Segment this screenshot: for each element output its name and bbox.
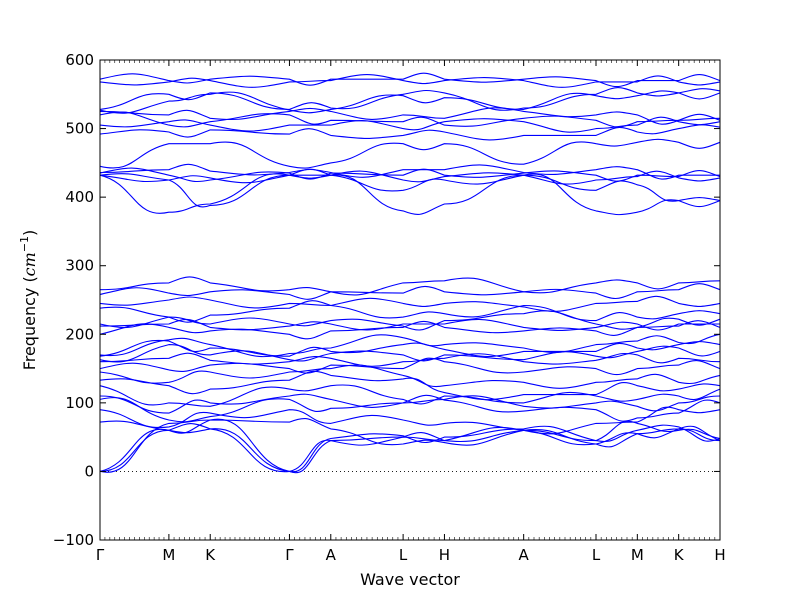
phonon-branch xyxy=(99,168,721,208)
y-axis-ticks: −100 0 100 200 300 400 500 600 xyxy=(53,51,720,549)
x-tick-label: K xyxy=(674,546,685,564)
x-tick-label: M xyxy=(162,546,175,564)
y-tick-label: 200 xyxy=(65,325,94,343)
y-tick-label: −100 xyxy=(53,531,94,549)
phonon-branch xyxy=(99,138,721,169)
phonon-branch xyxy=(99,173,721,216)
x-tick-label: A xyxy=(519,546,530,564)
phonon-branch xyxy=(99,370,721,401)
phonon-branch xyxy=(99,418,721,473)
y-tick-label: 500 xyxy=(65,120,94,138)
phonon-branch xyxy=(99,423,721,473)
plot-frame xyxy=(99,59,721,541)
phonon-branch xyxy=(99,163,720,180)
x-axis-label: Wave vector xyxy=(360,570,460,589)
phonon-branch xyxy=(99,87,721,111)
phonon-branch xyxy=(99,107,721,125)
y-axis-label-text: Frequency ( xyxy=(20,276,39,370)
phonon-branch xyxy=(99,124,721,141)
phonon-branch xyxy=(99,418,721,446)
x-tick-label: A xyxy=(326,546,337,564)
phonon-branch xyxy=(99,276,721,296)
phonon-branch xyxy=(99,170,721,185)
y-axis-label: Frequency (cm−1) xyxy=(18,230,39,371)
x-tick-label: K xyxy=(205,546,216,564)
phonon-branch xyxy=(99,333,721,358)
x-tick-label: Γ xyxy=(285,546,294,564)
x-tick-label: M xyxy=(631,546,644,564)
phonon-branch xyxy=(99,384,721,407)
y-axis-label-close: ) xyxy=(20,230,39,236)
phonon-branch xyxy=(99,364,721,389)
phonon-branch xyxy=(99,406,721,435)
plot-area xyxy=(100,60,720,540)
phonon-branch xyxy=(99,318,720,331)
y-tick-label: 300 xyxy=(65,257,94,275)
phonon-branch xyxy=(99,394,721,423)
y-tick-label: 0 xyxy=(84,462,94,480)
x-tick-label: H xyxy=(439,546,450,564)
series-layer xyxy=(99,72,721,474)
phonon-branch xyxy=(99,295,721,312)
phonon-branch xyxy=(99,310,721,331)
phonon-branch xyxy=(99,344,721,363)
y-tick-label: 400 xyxy=(65,188,94,206)
y-tick-label: 100 xyxy=(65,394,94,412)
y-axis-label-exponent: −1 xyxy=(18,236,31,252)
x-tick-label: L xyxy=(399,546,408,564)
phonon-branch xyxy=(99,116,721,133)
phonon-branch xyxy=(99,90,721,114)
phonon-branch xyxy=(99,72,721,88)
phonon-branch xyxy=(99,111,721,128)
phonon-branch xyxy=(99,339,721,358)
y-tick-label: 600 xyxy=(65,51,94,69)
phonon-branch xyxy=(99,283,721,300)
phonon-branch xyxy=(99,393,721,414)
y-axis-label-unit: cm xyxy=(20,252,39,276)
x-tick-label: Γ xyxy=(96,546,105,564)
phonon-branch xyxy=(99,300,721,323)
x-tick-label: H xyxy=(714,546,725,564)
x-tick-label: L xyxy=(592,546,601,564)
